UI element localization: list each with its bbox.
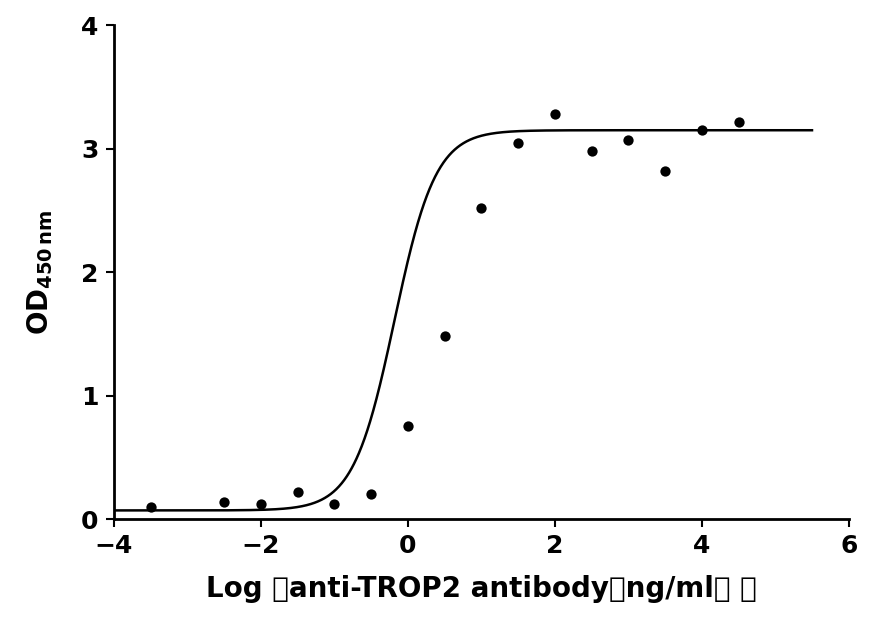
Point: [254, 499, 268, 510]
Point: [658, 166, 672, 176]
Point: [621, 135, 635, 145]
Point: [327, 499, 341, 510]
Point: [401, 422, 415, 432]
Point: [144, 502, 158, 512]
Point: [695, 125, 709, 135]
Point: [474, 203, 488, 213]
Point: [217, 497, 231, 507]
Point: [584, 146, 598, 156]
Point: [732, 116, 746, 127]
Text: OD$_{\mathregular{450\,nm}}$: OD$_{\mathregular{450\,nm}}$: [25, 210, 55, 335]
Point: [290, 487, 304, 497]
Point: [548, 109, 562, 119]
Point: [438, 331, 452, 341]
Point: [364, 489, 378, 499]
X-axis label: Log （anti-TROP2 antibody（ng/ml） ）: Log （anti-TROP2 antibody（ng/ml） ）: [206, 575, 757, 603]
Point: [511, 137, 525, 147]
